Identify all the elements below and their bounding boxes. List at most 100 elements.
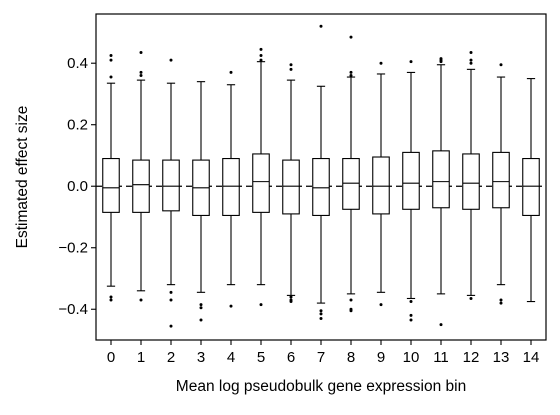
outlier-point	[499, 301, 503, 305]
outlier-point	[289, 295, 293, 299]
outlier-point	[289, 67, 293, 71]
outlier-point	[319, 309, 323, 313]
x-tick-label: 3	[197, 349, 205, 366]
box-iqr	[372, 156, 390, 215]
x-tick-label: 5	[257, 349, 265, 366]
outlier-point	[139, 50, 143, 54]
box-group-7	[312, 24, 330, 320]
y-tick-label: 0.2	[67, 117, 88, 134]
outlier-point	[169, 298, 173, 302]
box-iqr	[492, 151, 510, 209]
x-tick-label: 7	[317, 349, 325, 366]
outlier-point	[289, 300, 293, 304]
outlier-point	[109, 298, 113, 302]
outlier-point	[499, 63, 503, 67]
outlier-point	[349, 70, 353, 74]
x-tick-label: 6	[287, 349, 295, 366]
box-group-11	[432, 57, 450, 327]
box-group-10	[402, 60, 420, 322]
outlier-point	[199, 303, 203, 307]
box-iqr	[402, 151, 420, 210]
outlier-point	[169, 324, 173, 328]
outlier-point	[229, 70, 233, 74]
outlier-point	[409, 318, 413, 322]
box-iqr	[312, 157, 330, 216]
outlier-point	[139, 70, 143, 74]
box-iqr	[162, 159, 180, 212]
x-tick-label: 4	[227, 349, 235, 366]
outlier-point	[409, 313, 413, 317]
outlier-point	[349, 35, 353, 39]
outlier-point	[349, 74, 353, 78]
box-group-13	[492, 63, 510, 305]
outlier-point	[409, 300, 413, 304]
x-tick-label: 12	[463, 349, 480, 366]
outlier-point	[469, 296, 473, 300]
box-iqr	[522, 157, 540, 216]
outlier-point	[439, 60, 443, 64]
x-tick-label: 11	[433, 349, 449, 366]
outlier-point	[169, 290, 173, 294]
box-group-5	[252, 47, 270, 307]
box-group-4	[222, 70, 240, 308]
outlier-point	[379, 303, 383, 307]
y-axis: −0.4 −0.2 0.0 0.2 0.4	[58, 55, 96, 318]
outlier-point	[469, 61, 473, 65]
box-group-8	[342, 35, 360, 313]
box-iqr	[102, 157, 120, 213]
box-iqr	[432, 150, 450, 209]
x-tick-label: 9	[377, 349, 385, 366]
outlier-point	[109, 295, 113, 299]
box-iqr	[252, 153, 270, 213]
box-group-1	[132, 50, 150, 302]
box-group-9	[372, 61, 390, 307]
outlier-point	[319, 24, 323, 28]
y-tick-label: −0.4	[58, 301, 88, 318]
outlier-point	[109, 54, 113, 58]
box-iqr	[222, 157, 240, 216]
plot-area	[96, 24, 546, 328]
outlier-point	[139, 74, 143, 78]
y-axis-label: Estimated effect size	[14, 106, 31, 249]
box-group-14	[522, 78, 540, 303]
outlier-point	[379, 61, 383, 65]
outlier-point	[319, 312, 323, 316]
x-tick-label: 2	[167, 349, 175, 366]
outlier-point	[169, 58, 173, 62]
outlier-point	[469, 58, 473, 62]
y-tick-label: −0.2	[58, 240, 88, 257]
x-tick-label: 0	[107, 349, 115, 366]
outlier-point	[199, 306, 203, 310]
outlier-point	[499, 298, 503, 302]
outlier-point	[439, 323, 443, 327]
box-group-6	[282, 63, 300, 304]
outlier-point	[259, 303, 263, 307]
x-tick-label: 10	[403, 349, 420, 366]
outlier-point	[409, 60, 413, 64]
outlier-point	[109, 58, 113, 62]
outlier-point	[319, 316, 323, 320]
outlier-point	[259, 54, 263, 58]
y-tick-label: 0.4	[67, 55, 88, 72]
outlier-point	[229, 304, 233, 308]
x-axis-label: Mean log pseudobulk gene expression bin	[176, 378, 466, 395]
outlier-point	[109, 75, 113, 79]
outlier-point	[139, 298, 143, 302]
box-group-0	[102, 54, 120, 302]
x-tick-label: 13	[493, 349, 510, 366]
box-iqr	[282, 159, 300, 215]
box-group-2	[162, 58, 180, 328]
box-iqr	[342, 157, 360, 210]
box-group-3	[192, 81, 210, 322]
box-iqr	[462, 153, 480, 210]
x-tick-label: 1	[137, 349, 145, 366]
y-tick-label: 0.0	[67, 178, 88, 195]
outlier-point	[259, 58, 263, 62]
x-tick-label: 8	[347, 349, 355, 366]
outlier-point	[349, 309, 353, 313]
outlier-point	[199, 318, 203, 322]
outlier-point	[349, 298, 353, 302]
box-group-12	[462, 50, 480, 300]
x-axis: 0 1 2 3 4 5 6 7 8 9 10 11 12 13 14	[107, 340, 539, 366]
box-iqr	[132, 159, 150, 213]
